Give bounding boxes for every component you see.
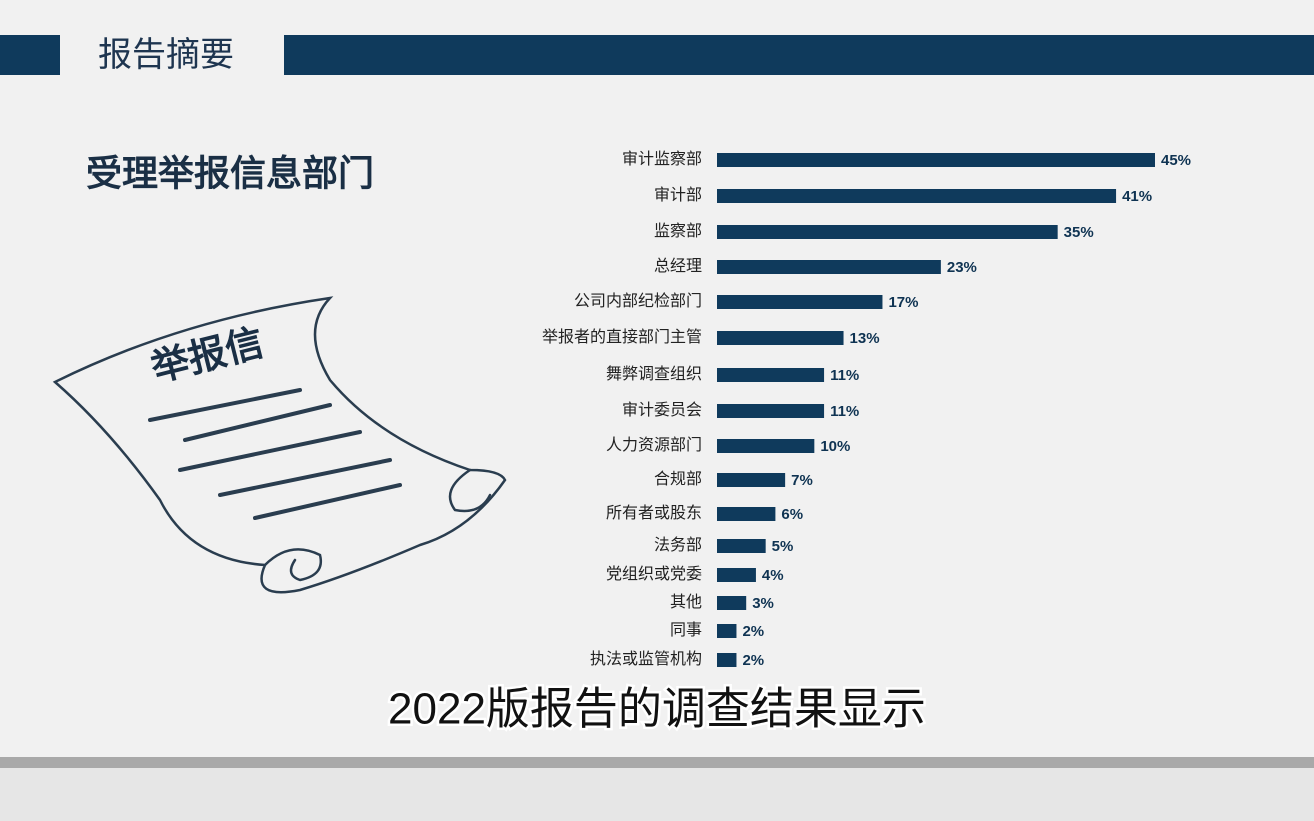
bar-chart: 审计监察部 45% 审计部 41% 监察部 35% 总经理 23% 公司内部纪检部门 17% 举报者… [542, 150, 1191, 669]
value-label: 5% [772, 538, 794, 555]
header-title: 报告摘要 [98, 36, 234, 74]
category-label: 审计监察部 [622, 150, 702, 168]
value-label: 35% [1064, 224, 1094, 241]
value-label: 4% [762, 567, 784, 584]
category-label: 其他 [670, 593, 702, 611]
category-label: 同事 [670, 621, 702, 639]
value-label: 2% [742, 623, 764, 640]
value-label: 6% [781, 506, 803, 523]
category-label: 公司内部纪检部门 [574, 292, 702, 310]
category-label: 所有者或股东 [606, 504, 702, 522]
value-label: 11% [830, 367, 859, 384]
category-label: 人力资源部门 [606, 436, 702, 454]
category-label: 舞弊调查组织 [606, 365, 702, 383]
header-bar [284, 35, 1314, 75]
bar [717, 568, 756, 582]
bar [717, 539, 766, 553]
value-label: 2% [742, 652, 764, 669]
footer [0, 768, 1314, 821]
value-label: 41% [1122, 188, 1152, 205]
bar [717, 624, 737, 638]
header-block [0, 35, 60, 75]
footer-bar [0, 757, 1314, 768]
category-label: 总经理 [654, 257, 702, 275]
value-label: 13% [850, 330, 880, 347]
category-label: 监察部 [654, 222, 702, 240]
background [0, 0, 1314, 757]
category-label: 合规部 [654, 470, 702, 488]
bar [717, 331, 844, 345]
bar [717, 153, 1155, 167]
bar [717, 404, 825, 418]
category-label: 法务部 [654, 536, 702, 554]
value-label: 45% [1161, 152, 1191, 169]
value-label: 10% [820, 438, 850, 455]
bar [717, 368, 825, 382]
category-label: 审计委员会 [622, 401, 702, 419]
bar [717, 653, 737, 667]
chart-title: 受理举报信息部门 [86, 153, 374, 194]
scroll-illustration [52, 296, 507, 594]
category-label: 执法或监管机构 [590, 650, 702, 668]
category-label: 党组织或党委 [606, 565, 702, 583]
bar [717, 295, 883, 309]
caption: 2022版报告的调查结果显示 [388, 685, 926, 734]
value-label: 3% [752, 595, 774, 612]
bar [717, 260, 941, 274]
bar [717, 473, 786, 487]
bar [717, 439, 815, 453]
value-label: 11% [830, 403, 859, 420]
value-label: 23% [947, 259, 977, 276]
category-label: 举报者的直接部门主管 [542, 328, 702, 346]
bar [717, 507, 776, 521]
category-label: 审计部 [654, 186, 702, 204]
bar [717, 189, 1117, 203]
value-label: 17% [888, 294, 918, 311]
bar [717, 225, 1058, 239]
value-label: 7% [791, 472, 813, 489]
bar [717, 596, 747, 610]
